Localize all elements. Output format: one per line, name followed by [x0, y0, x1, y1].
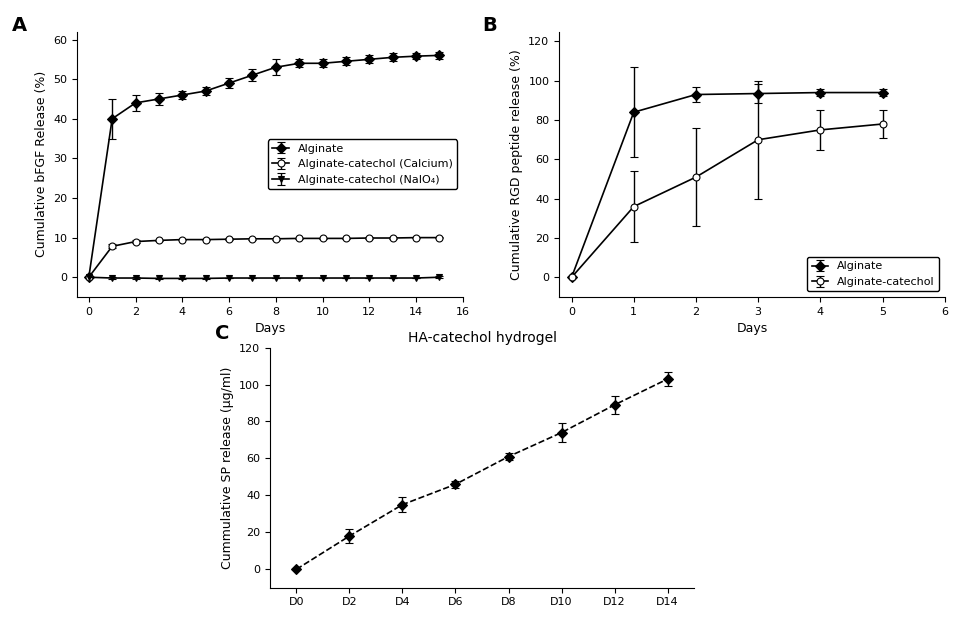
- Y-axis label: Cummulative SP release (μg/ml): Cummulative SP release (μg/ml): [221, 367, 233, 569]
- Title: HA-catechol hydrogel: HA-catechol hydrogel: [408, 331, 556, 345]
- Y-axis label: Cumulative RGD peptide release (%): Cumulative RGD peptide release (%): [510, 49, 522, 280]
- Text: A: A: [12, 16, 27, 35]
- X-axis label: Days: Days: [254, 322, 285, 336]
- Text: B: B: [482, 16, 496, 35]
- Legend: Alginate, Alginate-catechol (Calcium), Alginate-catechol (NaIO₄): Alginate, Alginate-catechol (Calcium), A…: [268, 139, 457, 190]
- Y-axis label: Cumulative bFGF Release (%): Cumulative bFGF Release (%): [35, 71, 47, 257]
- Text: C: C: [215, 324, 229, 343]
- Legend: Alginate, Alginate-catechol: Alginate, Alginate-catechol: [807, 257, 939, 291]
- X-axis label: Days: Days: [736, 322, 767, 336]
